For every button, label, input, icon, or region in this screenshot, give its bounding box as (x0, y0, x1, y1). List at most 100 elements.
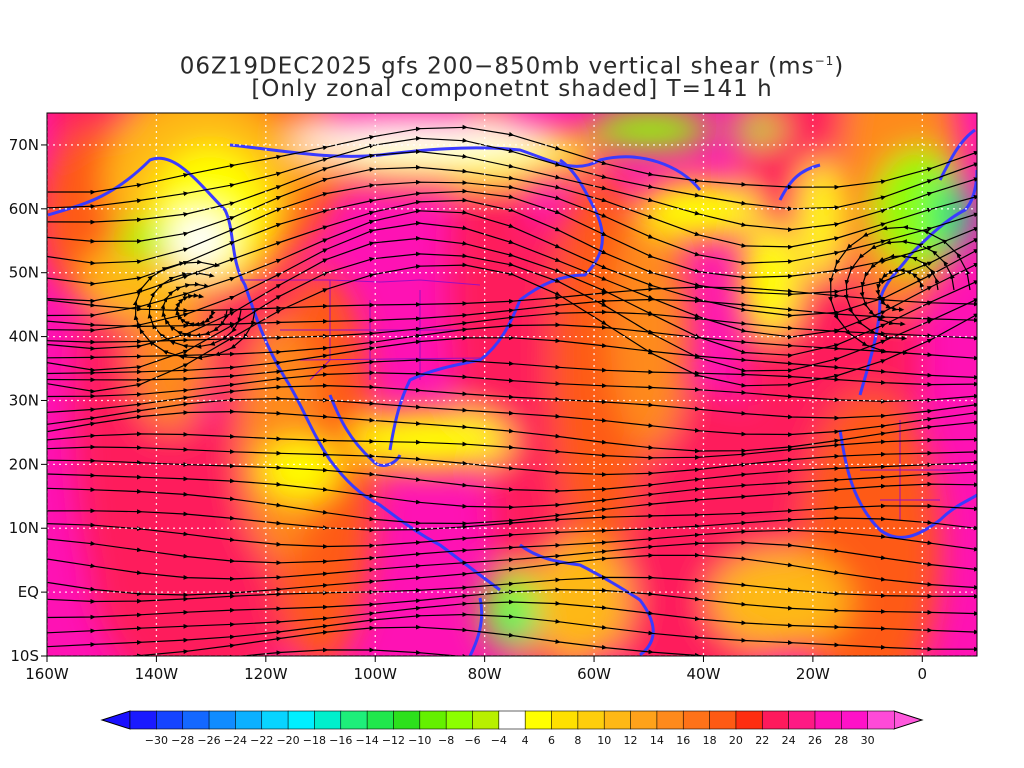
y-tick-label: 40N (9, 328, 39, 346)
colorbar-swatch (761, 710, 790, 730)
colorbar-label: −4 (491, 734, 507, 747)
x-tick-label: 40W (687, 665, 721, 683)
y-tick-label: 50N (9, 264, 39, 282)
colorbar-label: −12 (382, 734, 405, 747)
colorbar-label: −6 (464, 734, 480, 747)
colorbar-swatch (235, 710, 263, 730)
colorbar: −30 −28 −26 −24 −22 −20 −18 −16 −14 −12 −10 −8 −6 −4 4… (100, 710, 924, 747)
colorbar-swatch (841, 710, 869, 730)
colorbar-label: −24 (224, 734, 247, 747)
colorbar-label: −30 (145, 734, 168, 747)
x-tick-label: 120W (244, 665, 288, 683)
shear-region (590, 113, 710, 150)
colorbar-label: −14 (355, 734, 378, 747)
colorbar-label: 16 (676, 734, 690, 747)
shear-region (800, 390, 940, 656)
colorbar-label: −10 (408, 734, 431, 747)
map-title-line2: [Only zonal componetnt shaded] T=141 h (251, 76, 773, 102)
colorbar-swatch (524, 710, 553, 730)
colorbar-label: 18 (703, 734, 717, 747)
colorbar-swatch (498, 710, 526, 730)
shear-region (290, 122, 550, 158)
colorbar-swatch (788, 710, 816, 730)
colorbar-swatch (129, 710, 157, 730)
x-tick-label: 160W (25, 665, 69, 683)
y-tick-label: 60N (9, 200, 39, 218)
colorbar-label: 24 (782, 734, 796, 747)
y-tick-label: 20N (9, 455, 39, 473)
shear-region (710, 550, 850, 650)
colorbar-swatch (814, 710, 842, 730)
colorbar-swatch (156, 710, 184, 730)
colorbar-swatch (709, 710, 737, 730)
colorbar-swatch (867, 710, 895, 730)
colorbar-swatch (182, 710, 210, 730)
x-tick-label: 140W (135, 665, 179, 683)
title-prefix: 06Z19DEC2025 gfs 200−850mb vertical shea… (179, 53, 815, 80)
colorbar-swatch (393, 710, 421, 730)
map-frame (46, 112, 978, 657)
colorbar-label: −20 (276, 734, 299, 747)
colorbar-swatch (472, 710, 500, 730)
colorbar-swatch (287, 710, 316, 730)
x-tick-label: 60W (577, 665, 611, 683)
shear-region (740, 225, 800, 335)
colorbar-label: 14 (650, 734, 664, 747)
y-tick-label: 10N (9, 519, 39, 537)
lat-lon-grid (47, 113, 977, 656)
colorbar-label: −16 (329, 734, 352, 747)
colorbar-label: 22 (755, 734, 769, 747)
shaded-field (47, 113, 977, 656)
streamlines (47, 124, 977, 656)
y-tick-label: 30N (9, 391, 39, 409)
shear-region (170, 210, 230, 270)
colorbar-swatch (551, 710, 579, 730)
title-exponent: −1 (814, 54, 835, 68)
colorbar-label: 8 (574, 734, 581, 747)
map-axes: 160W 140W 120W 100W 80W 60W 40W 20W 0 70N 60N 50N 40… (9, 136, 927, 683)
y-tick-label: 10S (10, 647, 39, 665)
streamline (132, 259, 256, 361)
colorbar-label: −8 (438, 734, 454, 747)
colorbar-swatch (577, 710, 605, 730)
colorbar-high-arrow (893, 710, 924, 730)
colorbar-swatch (445, 710, 474, 730)
colorbar-swatch (208, 710, 236, 730)
colorbar-label: −18 (303, 734, 326, 747)
title-suffix: ) (834, 53, 845, 80)
colorbar-swatch (656, 710, 684, 730)
colorbar-low-arrow (100, 710, 131, 730)
shear-region (725, 120, 785, 140)
x-tick-label: 20W (796, 665, 830, 683)
y-tick-label: 70N (9, 136, 39, 154)
colorbar-label: −22 (250, 734, 273, 747)
x-tick-label: 0 (918, 665, 928, 683)
shear-region (120, 222, 160, 258)
colorbar-swatch (261, 710, 289, 730)
x-tick-label: 100W (354, 665, 398, 683)
colorbar-swatch (340, 710, 368, 730)
shear-region (610, 210, 690, 450)
colorbar-label: −28 (171, 734, 194, 747)
streamline (828, 225, 971, 356)
colorbar-swatch (419, 710, 447, 730)
y-tick-label: EQ (18, 583, 39, 601)
colorbar-label: 4 (522, 734, 529, 747)
colorbar-swatch (682, 710, 711, 730)
colorbar-label: 30 (861, 734, 875, 747)
colorbar-swatch (630, 710, 658, 730)
colorbar-label: 10 (597, 734, 611, 747)
colorbar-label: 28 (834, 734, 848, 747)
colorbar-swatch (735, 710, 763, 730)
colorbar-label: −26 (197, 734, 220, 747)
colorbar-label: 12 (624, 734, 638, 747)
colorbar-label: 6 (548, 734, 555, 747)
x-tick-label: 80W (468, 665, 502, 683)
colorbar-swatch (314, 710, 342, 730)
colorbar-swatch (366, 710, 395, 730)
shear-region (800, 160, 840, 280)
colorbar-label: 20 (729, 734, 743, 747)
colorbar-swatch (603, 710, 632, 730)
map-title-line1: 06Z19DEC2025 gfs 200−850mb vertical shea… (0, 48, 1024, 80)
